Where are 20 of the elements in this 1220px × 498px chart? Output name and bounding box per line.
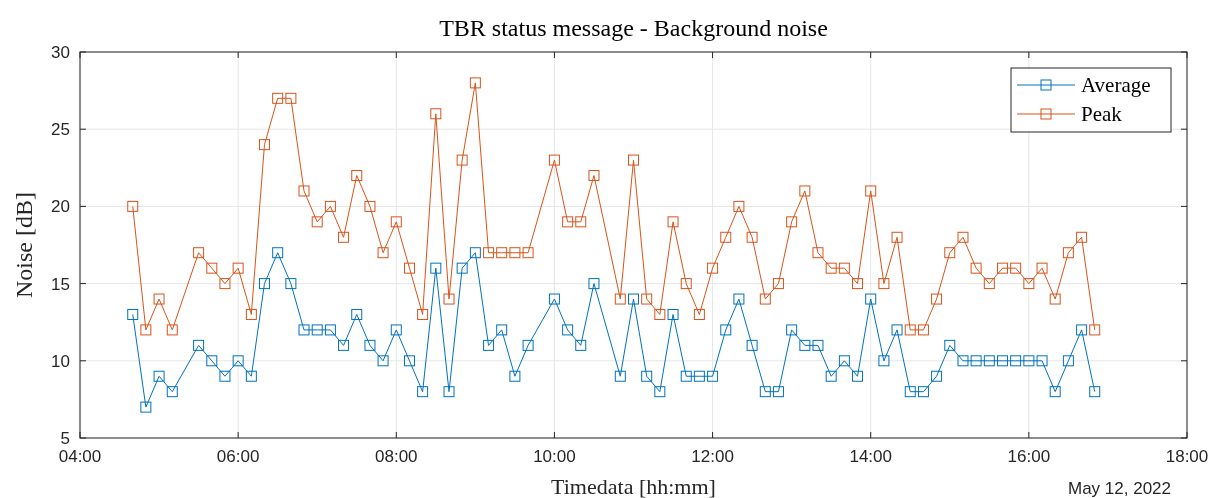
x-tick-label: 16:00 — [1007, 447, 1051, 466]
x-axis-title: Timedata [hh:mm] — [551, 474, 716, 498]
y-tick-label: 30 — [51, 43, 70, 62]
text: May 12, 2022 — [1067, 479, 1171, 498]
x-tick-label: 18:00 — [1165, 447, 1209, 466]
y-tick-label: 15 — [51, 274, 70, 294]
x-tick-label: 12:00 — [691, 447, 734, 466]
x-tick-label: 04:00 — [58, 447, 102, 466]
x-tick-label: 06:00 — [216, 447, 260, 466]
x-tick-label: 14:00 — [849, 447, 892, 466]
x-tick-label: 10:00 — [533, 447, 576, 466]
y-tick-label: 20 — [51, 197, 70, 217]
legend-label: Average — [1081, 73, 1151, 97]
chart-title: TBR status message - Background noise — [439, 15, 828, 41]
y-tick-label: 5 — [60, 429, 70, 448]
y-tick-label: 25 — [51, 120, 70, 140]
x-tick-label: 08:00 — [375, 447, 418, 466]
y-tick-label: 10 — [51, 351, 70, 371]
y-axis-title: Noise [dB] — [11, 192, 37, 298]
legend-label: Peak — [1081, 102, 1123, 126]
